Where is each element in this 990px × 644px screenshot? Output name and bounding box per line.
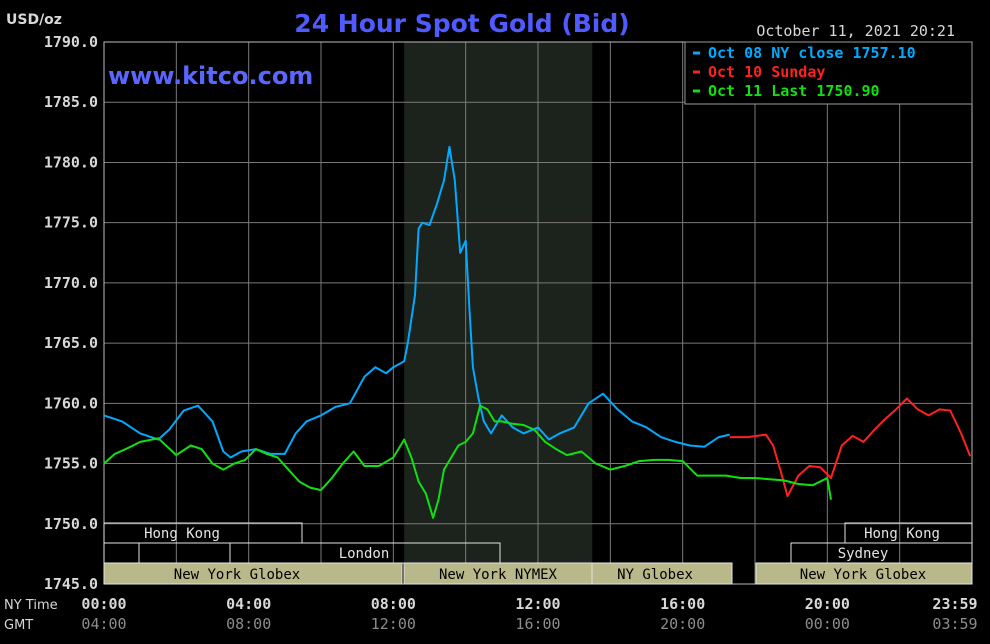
x-tick-label-gmt: 08:00 <box>226 615 271 633</box>
session-box-nyglobex-1 <box>103 562 403 585</box>
x-tick-label-gmt: 12:00 <box>371 615 416 633</box>
x-tick-label-ny: 23:59 <box>932 595 977 613</box>
x-axis-ticks: 00:00 04:00 04:00 08:00 08:00 12:00 12:00 16:00… <box>81 595 977 633</box>
watermark-url: www.kitco.com <box>108 62 313 90</box>
y-axis-ticks: 1790.0 1785.0 1780.0 1775.0 1770.0 1765.0 1760… <box>44 33 98 593</box>
x-tick-label-ny: 20:00 <box>805 595 850 613</box>
session-box-nyglobex-2 <box>591 562 733 585</box>
session-box-hongkong-1 <box>103 522 303 544</box>
x-tick-label-ny: 04:00 <box>226 595 271 613</box>
ny-time-label: NY Time <box>4 598 58 613</box>
y-tick-label: 1750.0 <box>44 515 98 533</box>
legend-entry: Oct 10 Sunday <box>708 63 825 81</box>
x-tick-label-ny: 00:00 <box>81 595 126 613</box>
y-tick-label: 1765.0 <box>44 334 98 352</box>
x-tick-label-gmt: 00:00 <box>805 615 850 633</box>
y-tick-label: 1775.0 <box>44 214 98 232</box>
x-tick-label-gmt: 03:59 <box>932 615 977 633</box>
legend-entry: Oct 11 Last 1750.90 <box>708 82 880 100</box>
session-label-london: London <box>339 546 390 562</box>
y-tick-label: 1760.0 <box>44 394 98 412</box>
session-label-nyglobex-1: New York Globex <box>174 567 300 583</box>
y-tick-label: 1780.0 <box>44 153 98 171</box>
legend-entry: Oct 08 NY close 1757.10 <box>708 44 916 62</box>
x-tick-label-ny: 12:00 <box>515 595 560 613</box>
price-series <box>103 145 972 519</box>
market-sessions: Hong Kong Hong Kong London Sydney New Yo… <box>103 522 973 585</box>
session-label-sydney: Sydney <box>838 546 889 562</box>
session-label-hongkong-1: Hong Kong <box>144 526 220 542</box>
gmt-label: GMT <box>4 618 33 633</box>
session-label-nyglobex-2: NY Globex <box>617 567 693 583</box>
session-label-nymex: New York NYMEX <box>439 567 558 583</box>
y-tick-label: 1785.0 <box>44 93 98 111</box>
y-tick-label: 1790.0 <box>44 33 98 51</box>
series-line-2 <box>103 404 832 519</box>
x-tick-label-ny: 16:00 <box>660 595 705 613</box>
legend-box <box>684 41 973 105</box>
x-tick-label-gmt: 04:00 <box>81 615 126 633</box>
y-tick-label: 1745.0 <box>44 575 98 593</box>
series-line-0 <box>103 145 730 459</box>
x-tick-label-gmt: 16:00 <box>515 615 560 633</box>
session-box-nyglobex-3 <box>755 562 973 585</box>
chart-title: 24 Hour Spot Gold (Bid) <box>294 9 629 38</box>
x-tick-label-gmt: 20:00 <box>660 615 705 633</box>
unit-label: USD/oz <box>6 12 62 28</box>
session-label-hongkong-2: Hong Kong <box>864 526 940 542</box>
y-tick-label: 1770.0 <box>44 274 98 292</box>
y-tick-label: 1755.0 <box>44 455 98 473</box>
trading-shade-region <box>404 42 593 584</box>
session-label-nyglobex-3: New York Globex <box>800 567 926 583</box>
x-tick-label-ny: 08:00 <box>371 595 416 613</box>
timestamp: October 11, 2021 20:21 <box>756 22 955 40</box>
series-line-1 <box>729 397 972 498</box>
